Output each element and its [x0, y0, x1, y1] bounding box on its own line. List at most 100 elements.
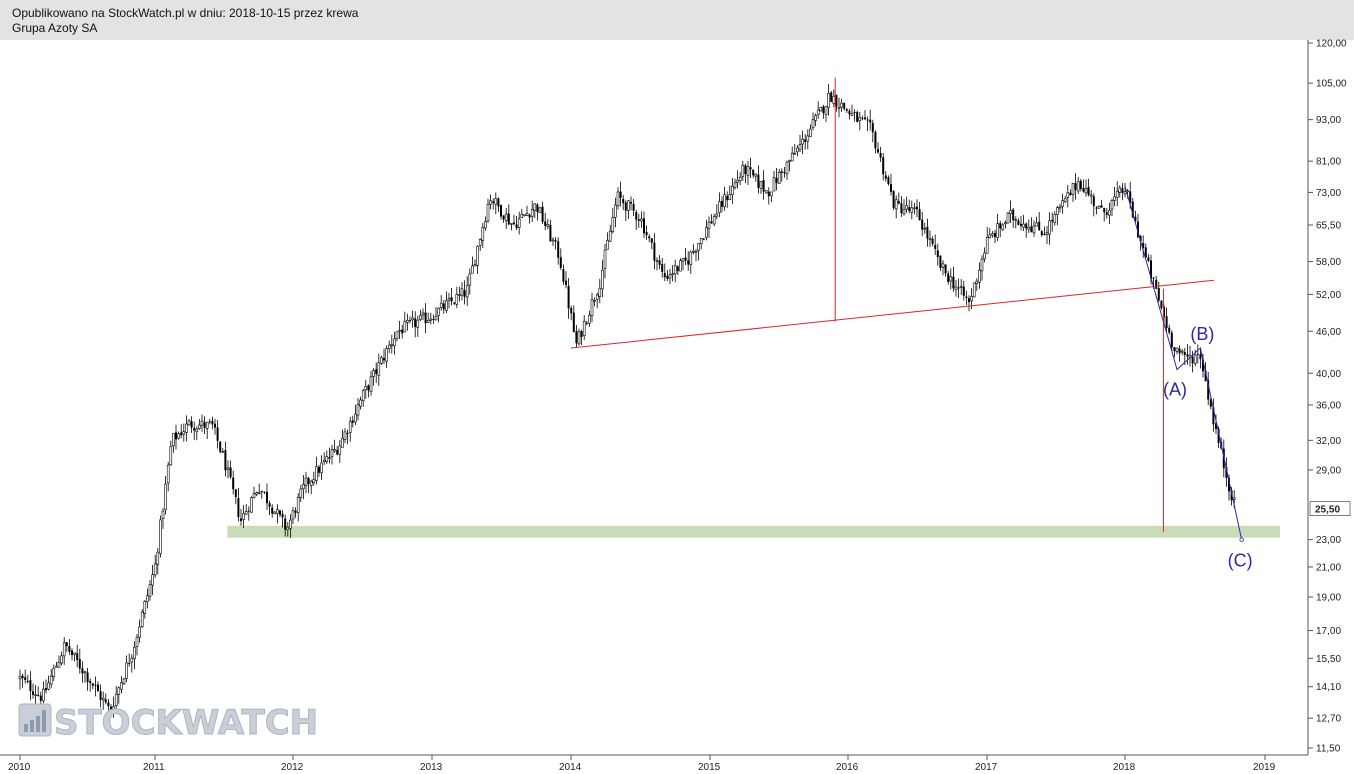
candle-body-down — [71, 650, 73, 655]
candle — [424, 303, 427, 334]
candle-body-up — [772, 177, 776, 192]
candle — [627, 200, 630, 219]
candle — [101, 691, 105, 710]
candle — [83, 670, 87, 683]
candle-body-up — [780, 171, 784, 173]
candle-body-up — [62, 642, 66, 657]
candle — [726, 191, 729, 208]
candle-body-down — [635, 212, 638, 220]
candle — [62, 637, 66, 665]
candle-body-up — [699, 238, 703, 245]
candle — [894, 195, 898, 219]
candle-body-up — [341, 437, 344, 448]
x-tick-label: 2013 — [420, 762, 443, 773]
candle — [687, 251, 690, 271]
support-band-layer — [227, 525, 1281, 538]
candle — [908, 199, 911, 214]
candle — [1186, 344, 1189, 365]
candle — [593, 297, 596, 307]
candle-body-up — [689, 251, 693, 266]
candle-body-up — [419, 315, 422, 320]
candle-body-up — [169, 446, 173, 466]
candle — [193, 421, 196, 441]
candle — [676, 265, 679, 275]
candle — [1173, 346, 1176, 358]
candle — [1095, 206, 1098, 215]
candle-body-down — [653, 242, 656, 261]
candle — [390, 334, 394, 354]
candle — [229, 460, 232, 479]
candle — [322, 452, 326, 466]
candle — [99, 684, 102, 708]
candle — [429, 312, 433, 325]
candle-body-down — [214, 423, 216, 428]
candle — [595, 292, 599, 309]
candle — [759, 181, 763, 194]
candle — [271, 504, 274, 518]
candle-body-down — [203, 422, 206, 429]
candle — [788, 159, 791, 172]
candle — [1199, 347, 1202, 369]
candle-body-down — [661, 264, 664, 272]
candle-body-down — [383, 358, 385, 361]
candle-body-down — [68, 645, 71, 652]
candle-body-up — [47, 682, 50, 690]
candle-body-down — [65, 642, 68, 646]
candle — [263, 491, 266, 494]
candle-body-up — [250, 497, 253, 513]
candle — [146, 588, 149, 609]
candle-body-up — [348, 420, 352, 433]
candle — [645, 225, 648, 240]
candle-body-up — [1193, 354, 1197, 364]
candle — [1014, 216, 1018, 229]
candle — [68, 639, 71, 655]
candle — [203, 416, 206, 434]
candle — [128, 653, 131, 667]
candle — [754, 173, 758, 182]
last-price-label: 25,50 — [1315, 505, 1340, 516]
y-tick-label: 73,00 — [1316, 188, 1341, 199]
y-tick-label: 81,00 — [1316, 157, 1341, 168]
annotations-layer: (A) (B) (C) — [570, 77, 1253, 571]
candle — [822, 104, 825, 119]
candle — [1035, 216, 1038, 227]
candle — [1066, 184, 1070, 208]
candle — [980, 255, 984, 281]
candle-body-down — [1165, 316, 1168, 328]
candle — [97, 681, 99, 692]
candle-body-up — [406, 320, 409, 323]
candle — [78, 648, 81, 674]
candle — [699, 238, 703, 250]
candle — [637, 213, 640, 228]
candle — [294, 507, 297, 518]
candle-body-down — [307, 478, 310, 485]
candle — [890, 173, 892, 196]
candle-body-up — [325, 456, 329, 462]
candle-body-down — [1183, 352, 1186, 356]
candle — [187, 419, 191, 426]
candle — [630, 196, 632, 211]
candle — [515, 215, 518, 231]
candle — [635, 209, 638, 230]
candle — [728, 185, 732, 201]
candle-body-up — [814, 115, 817, 121]
candle — [110, 704, 112, 714]
candle-body-up — [426, 320, 430, 323]
candle-body-down — [1147, 257, 1150, 262]
candle — [952, 266, 955, 292]
candle — [1082, 179, 1085, 193]
candle — [624, 200, 627, 222]
candle-body-down — [190, 421, 193, 428]
candle — [205, 421, 209, 439]
candle-body-down — [702, 238, 705, 240]
candle — [341, 429, 344, 448]
candle-body-down — [554, 240, 557, 242]
candle-body-up — [819, 106, 823, 112]
candle-body-up — [546, 224, 550, 227]
candle — [252, 486, 256, 499]
candle-body-up — [416, 319, 420, 328]
candle — [486, 198, 490, 223]
candle-body-up — [439, 302, 443, 308]
candle-body-up — [1058, 206, 1062, 209]
candle-body-down — [541, 206, 544, 222]
